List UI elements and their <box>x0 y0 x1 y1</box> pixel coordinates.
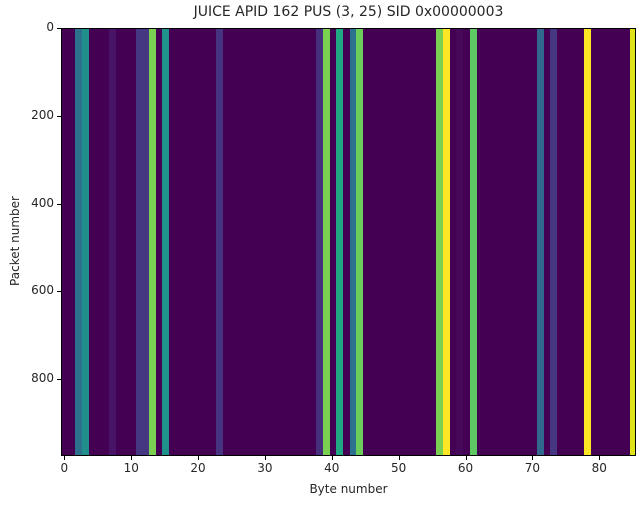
byte-column-44 <box>356 29 364 455</box>
y-tick-mark <box>57 203 61 205</box>
y-tick-label: 600 <box>31 283 54 298</box>
byte-column-57 <box>443 29 451 455</box>
byte-column-13 <box>148 29 156 455</box>
x-tick-label: 60 <box>457 461 474 475</box>
x-tick-mark <box>465 456 467 460</box>
y-tick-label: 200 <box>31 107 54 122</box>
byte-column-78 <box>583 29 591 455</box>
byte-column-43 <box>349 29 357 455</box>
byte-column-11 <box>135 29 143 455</box>
byte-column-85 <box>630 29 635 455</box>
x-tick-label: 20 <box>190 461 206 475</box>
x-tick-label: 50 <box>391 461 407 475</box>
x-tick-label: 70 <box>524 461 540 475</box>
x-tick-mark <box>264 456 266 460</box>
y-tick-label: 400 <box>31 195 54 210</box>
byte-column-7 <box>108 29 116 455</box>
y-tick-mark <box>57 379 61 381</box>
heatmap-plot-area <box>61 28 636 456</box>
x-tick-mark <box>131 456 133 460</box>
y-axis-label: Packet number <box>8 196 22 286</box>
byte-column-59 <box>456 29 464 455</box>
x-tick-label: 30 <box>257 461 273 475</box>
x-tick-label: 10 <box>123 461 139 475</box>
byte-column-71 <box>536 29 544 455</box>
y-tick-mark <box>57 291 61 293</box>
x-tick-label: 80 <box>591 461 607 475</box>
byte-column-39 <box>322 29 330 455</box>
chart-title: JUICE APID 162 PUS (3, 25) SID 0x0000000… <box>193 4 504 20</box>
x-axis-label: Byte number <box>309 482 388 496</box>
y-tick-label: 0 <box>46 20 54 34</box>
byte-column-2 <box>75 29 83 455</box>
y-tick-mark <box>57 28 61 29</box>
byte-column-61 <box>469 29 477 455</box>
byte-column-56 <box>436 29 444 455</box>
byte-column-41 <box>336 29 344 455</box>
x-tick-mark <box>599 456 601 460</box>
x-tick-mark <box>198 456 200 460</box>
x-tick-mark <box>331 456 333 460</box>
byte-column-23 <box>215 29 223 455</box>
byte-column-12 <box>142 29 150 455</box>
byte-column-15 <box>162 29 170 455</box>
x-tick-label: 0 <box>60 461 69 475</box>
byte-column-73 <box>550 29 558 455</box>
byte-column-38 <box>316 29 324 455</box>
x-tick-mark <box>64 456 66 460</box>
x-tick-mark <box>532 456 534 460</box>
x-tick-mark <box>398 456 400 460</box>
y-tick-label: 800 <box>31 371 54 386</box>
x-tick-label: 40 <box>324 461 340 475</box>
y-tick-mark <box>57 115 61 117</box>
byte-column-3 <box>82 29 90 455</box>
